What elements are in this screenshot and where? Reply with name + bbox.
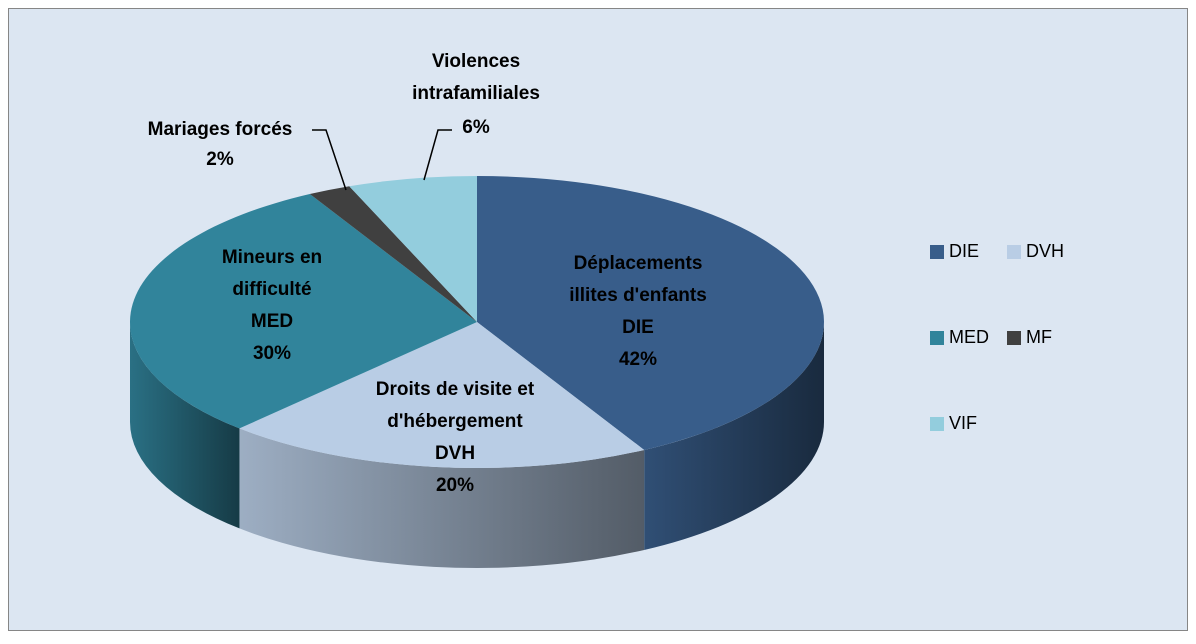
data-label: Mariages forcés (148, 119, 293, 140)
value-label: 20% (436, 475, 474, 496)
pie-side (239, 428, 645, 568)
data-label: Violences (432, 51, 520, 72)
legend-swatch (930, 245, 944, 259)
legend-swatch (930, 331, 944, 345)
value-label: 42% (619, 349, 657, 370)
pie-slice (239, 322, 645, 468)
legend-label: DVH (1026, 241, 1064, 261)
leader-line (423, 129, 452, 181)
pie-sides (130, 322, 824, 568)
value-label: 30% (253, 343, 291, 364)
data-label: Droits de visite et (376, 379, 535, 400)
data-label: intrafamiliales (412, 83, 540, 104)
pie-side (130, 322, 240, 529)
legend-swatch (930, 417, 944, 431)
value-label: 6% (462, 117, 490, 138)
pie-slice (477, 176, 824, 450)
data-label: MED (251, 311, 293, 332)
legend-swatch (1007, 245, 1021, 259)
pie-slice (309, 186, 477, 322)
value-label: 2% (206, 149, 234, 170)
data-label: difficulté (232, 279, 311, 300)
data-label: DVH (435, 443, 475, 464)
data-label: Mineurs en (222, 247, 322, 268)
legend-label: DIE (949, 241, 979, 261)
legend-label: MED (949, 327, 989, 347)
legend-label: MF (1026, 327, 1052, 347)
pie-slice (130, 194, 477, 429)
pie-side (644, 322, 824, 550)
data-labels: Déplacements illites d'enfants DIE 42% Droit… (148, 51, 707, 496)
legend: DIE DVH MED MF VIF (930, 241, 1064, 433)
data-label: d'hébergement (387, 411, 523, 432)
leader-line (312, 129, 347, 191)
data-label: DIE (622, 317, 654, 338)
data-label: illites d'enfants (569, 285, 707, 306)
pie-tops (130, 176, 824, 468)
data-label: Déplacements (574, 253, 703, 274)
legend-label: VIF (949, 413, 977, 433)
legend-swatch (1007, 331, 1021, 345)
pie-slice (349, 176, 477, 322)
